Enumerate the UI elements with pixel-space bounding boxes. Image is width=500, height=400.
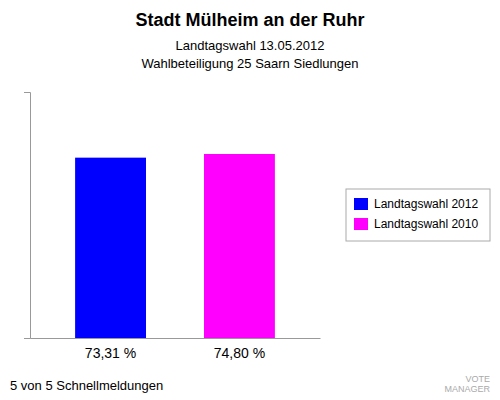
bar (204, 154, 275, 338)
data-label: 73,31 % (85, 345, 136, 361)
legend-item: Landtagswahl 2010 (354, 217, 478, 231)
bar (75, 158, 146, 338)
legend-label: Landtagswahl 2012 (374, 197, 478, 211)
data-label: 74,80 % (214, 345, 265, 361)
watermark-line: MANAGER (444, 384, 490, 394)
axis-line (31, 338, 321, 339)
legend-swatch (354, 198, 368, 210)
subtitle: Landtagswahl 13.05.2012 (176, 38, 325, 53)
x-axis (31, 338, 321, 339)
watermark-line: VOTE (465, 374, 490, 384)
y-axis (24, 93, 31, 339)
title: Stadt Mülheim an der Ruhr (135, 10, 364, 30)
legend: Landtagswahl 2012 Landtagswahl 2010 (346, 189, 490, 241)
footnote: 5 von 5 Schnellmeldungen (10, 378, 163, 393)
subtitle: Wahlbeteiligung 25 Saarn Siedlungen (141, 56, 358, 71)
bars (75, 154, 275, 338)
plot: 73,31 % 74,80 % (24, 93, 321, 362)
chart: Stadt Mülheim an der Ruhr Landtagswahl 13… (0, 0, 500, 400)
legend-label: Landtagswahl 2010 (374, 217, 478, 231)
legend-frame (346, 189, 490, 241)
axis-line (24, 93, 31, 339)
legend-item: Landtagswahl 2012 (354, 197, 478, 211)
legend-swatch (354, 218, 368, 230)
watermark: VOTEMANAGER (444, 374, 490, 394)
